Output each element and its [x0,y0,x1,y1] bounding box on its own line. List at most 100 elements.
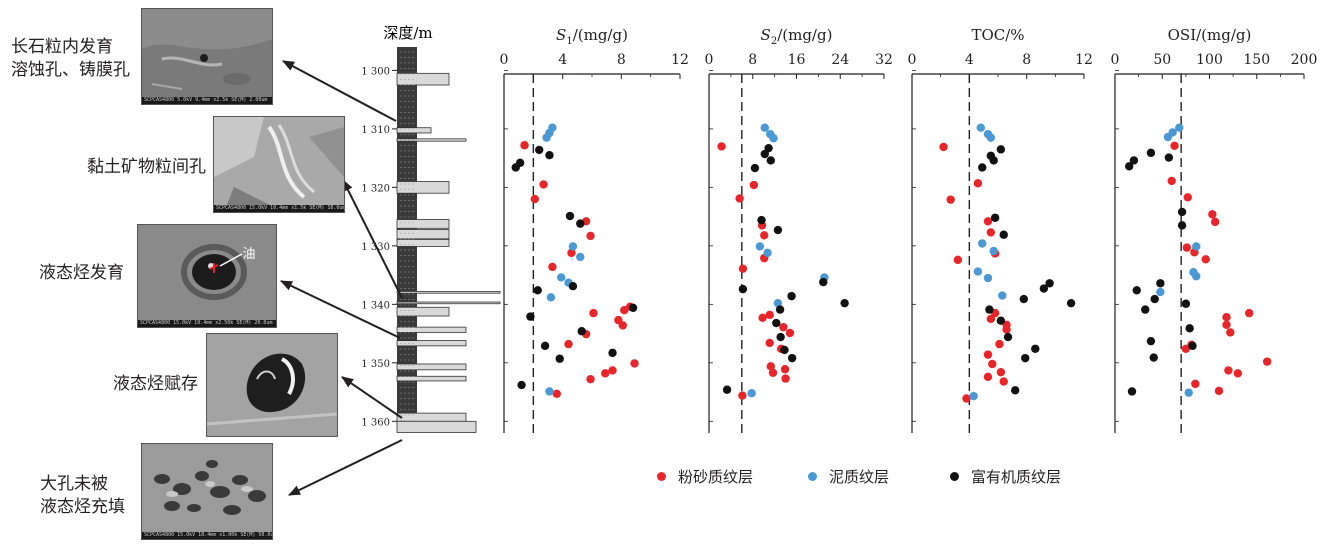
legend-marker-silty [657,472,666,481]
data-point [1039,284,1049,293]
data-point [1003,332,1013,342]
data-point [530,194,539,204]
data-point [760,123,769,132]
data-point [962,394,971,403]
sem-image-liquid-hc: 油 SCPCAS4800 15.0kV 10.4mm x2.50k SE(M) … [137,224,277,328]
data-point [589,308,598,318]
depth-tick-label: 1 350 [361,359,390,370]
data-point [1156,279,1165,288]
depth-axis-title: 深度/m [383,24,432,42]
data-point [548,262,557,272]
data-point [577,327,586,336]
data-point [766,156,775,165]
depth-tick-label: 1 340 [361,300,390,311]
panel-title: S1/(mg/g) [556,26,628,47]
arrow-large-pores [288,439,403,496]
data-point [766,362,775,371]
data-point [986,228,996,237]
sem-label-hc-occurrence: 液态烃赋存 [113,373,198,396]
x-tick-label: 12 [1075,52,1093,68]
oil-label: 油 [242,247,255,262]
data-point [1181,299,1191,308]
data-point [1019,294,1028,304]
data-point [983,273,993,283]
legend-marker-muddy [808,472,817,481]
panel-3: TOC/% 0 4 8 12 [908,26,1093,433]
panel-title-main: S [556,26,566,44]
column-silty-bed [396,301,501,305]
data-point [586,374,595,384]
sem-image-hc-occurrence [206,333,338,437]
data-point [1233,369,1243,378]
data-point [787,353,797,363]
data-point [775,305,785,314]
column-silty-bed [396,181,450,194]
data-point [735,194,744,203]
data-point [995,339,1004,349]
column-silty-bed [396,420,477,433]
data-point [1150,294,1159,304]
data-point [1149,353,1158,362]
data-point [1191,379,1200,389]
x-tick-label: 0 [908,52,917,68]
data-point [576,252,585,262]
data-point [989,246,998,256]
column-silty-bed [396,306,450,317]
x-tick-label: 200 [1291,52,1318,68]
data-point [564,339,573,349]
data-point [1184,388,1193,397]
data-point [557,273,566,282]
data-point [973,179,983,188]
data-point [946,195,955,204]
data-point [555,354,564,363]
data-point [983,217,993,226]
sem-caption: SCPCAS4800 5.0kV 9.4mm x2.5k SE(M) 2.00u… [142,97,272,104]
data-point [1224,366,1233,375]
data-point [738,264,748,273]
arrow-hc-occurrence [341,376,403,419]
sem-label-large-pores: 大孔未被 液态烃充填 [40,473,125,519]
data-point [776,332,785,342]
depth-tick-label: 1 320 [361,183,390,194]
column-silty-bed [396,127,432,134]
legend-muddy: 泥质纹层 [808,466,889,487]
data-point [552,389,561,399]
data-point [819,277,828,287]
sem-caption: SCPCAS4800 15.0kV 10.4mm x1.00k SE(M) 50… [142,532,272,539]
sem-label-line: 大孔未被 [40,474,108,494]
data-point [1244,308,1254,318]
data-point [1146,336,1156,346]
data-point [772,318,781,328]
data-point [755,242,765,251]
data-point [567,248,576,258]
data-point [1201,255,1210,264]
data-point [985,305,994,314]
sem-caption: SCPCAS4800 15.0kV 10.4mm x2.50k SE(M) 20… [138,320,276,327]
depth-tick-label: 1 360 [361,417,390,428]
data-point [757,215,766,225]
sem-label-feldspar: 长石粒内发育 溶蚀孔、铸膜孔 [11,36,130,82]
column-silty-bed [396,326,467,333]
panel-title-main: OSI/(mg/g) [1168,26,1252,44]
panel-4: OSI/(mg/g) 0 50 100 150 200 [1111,26,1318,433]
sem-label-line: 溶蚀孔、铸膜孔 [11,60,130,80]
column-silty-bed [396,219,450,229]
x-tick-label: 24 [831,52,849,68]
x-tick-label: 8 [748,52,757,68]
data-point [517,380,526,390]
data-point [978,163,987,172]
data-point [986,133,996,142]
legend-silty: 粉砂质纹层 [657,466,753,487]
data-point [983,350,993,359]
data-point [773,298,783,308]
data-point [586,231,595,241]
data-point [999,230,1008,239]
data-point [1170,141,1179,151]
x-tick-label: 8 [617,52,626,68]
data-point [760,231,769,240]
data-point [520,141,529,150]
sem-label-line: 黏土矿物粒间孔 [87,157,206,177]
data-point [1141,305,1150,314]
data-point [1182,243,1192,252]
